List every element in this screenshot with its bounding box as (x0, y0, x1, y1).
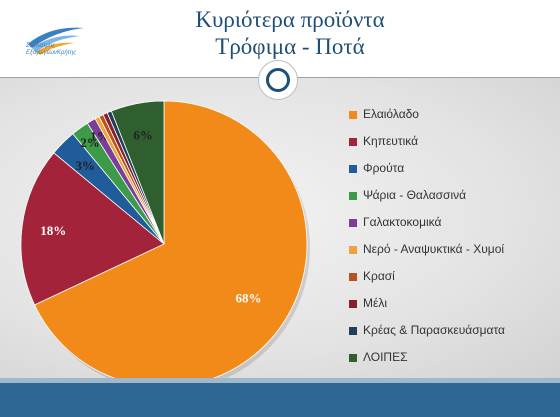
legend-item: Ελαιόλαδο (349, 107, 559, 134)
legend-label: Νερό - Αναψυκτικά - Χυμοί (363, 242, 505, 256)
pie-slice-1 (34, 100, 308, 388)
legend-label: Κρέας & Παρασκευάσματα (363, 323, 505, 337)
legend-swatch (349, 219, 357, 227)
legend-swatch (349, 300, 357, 308)
footer-bar (0, 383, 560, 417)
legend-item: Κηπευτικά (349, 134, 559, 161)
logo-text: Σύνδεσμος ΕξαγωγέωνΚρήτης (26, 43, 77, 56)
legend-item: Νερό - Αναψυκτικά - Χυμοί (349, 242, 559, 269)
legend-item: Κρασί (349, 269, 559, 296)
legend-item: Μέλι (349, 296, 559, 323)
circle-ring-icon (266, 68, 290, 92)
legend-label: Κρασί (363, 269, 395, 283)
legend-swatch (349, 354, 357, 362)
data-label-10: 6% (133, 127, 153, 142)
legend-label: ΛΟΙΠΕΣ (363, 350, 408, 364)
legend-swatch (349, 273, 357, 281)
legend-label: Ψάρια - Θαλασσινά (363, 188, 467, 202)
legend-label: Γαλακτοκομικά (363, 215, 442, 229)
footer-stripe (0, 378, 560, 383)
legend-label: Κηπευτικά (363, 134, 419, 148)
legend-swatch (349, 192, 357, 200)
data-label-2: 18% (40, 223, 66, 238)
legend-item: Ψάρια - Θαλασσινά (349, 188, 559, 215)
legend-swatch (349, 138, 357, 146)
legend-label: Μέλι (363, 296, 388, 310)
legend-item: Γαλακτοκομικά (349, 215, 559, 242)
legend-label: Φρούτα (363, 161, 405, 175)
data-label-1: 68% (236, 291, 262, 306)
legend-swatch (349, 327, 357, 335)
page-subtitle: Τρόφιμα - Ποτά (215, 34, 365, 59)
logo-icon (28, 27, 84, 55)
legend-item: Κρέας & Παρασκευάσματα (349, 323, 559, 350)
page-title: Κυριότερα προϊόντα (195, 7, 385, 32)
chart-legend: Ελαιόλαδο Κηπευτικά Φρούτα Ψάρια - Θαλασσιν… (349, 107, 559, 377)
pie-slice-10 (110, 100, 165, 245)
legend-item: Φρούτα (349, 161, 559, 188)
legend-swatch (349, 246, 357, 254)
data-label-4: 2% (80, 135, 100, 150)
legend-item: ΛΟΙΠΕΣ (349, 350, 559, 377)
legend-swatch (349, 165, 357, 173)
data-label-3: 3% (75, 158, 95, 173)
legend-swatch (349, 111, 357, 119)
legend-label: Ελαιόλαδο (363, 107, 419, 121)
pie-slice-2 (20, 152, 165, 306)
